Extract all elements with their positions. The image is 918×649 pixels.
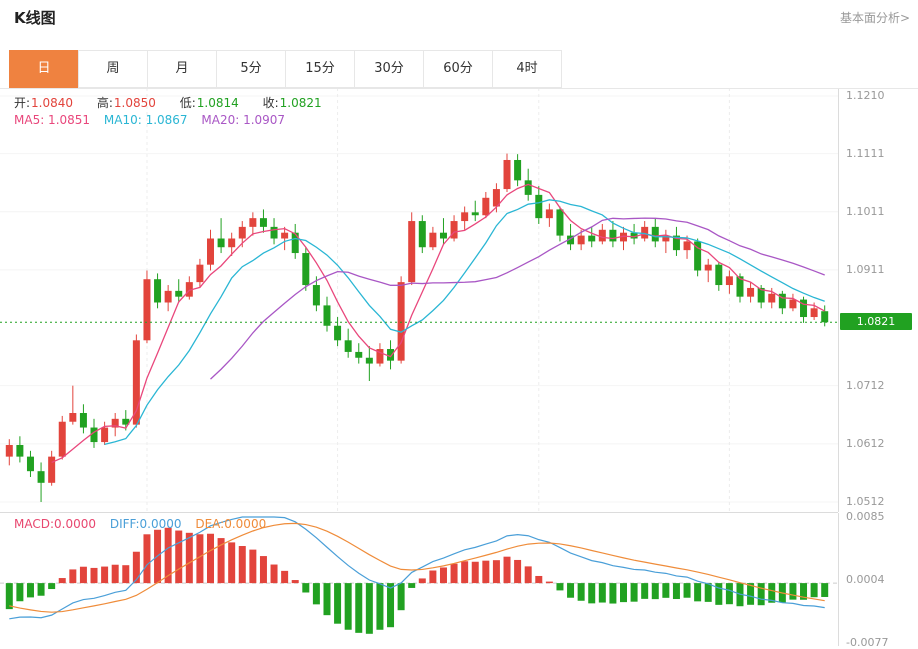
- ma-legend: MA5: 1.0851 MA10: 1.0867 MA20: 1.0907: [14, 113, 295, 127]
- tab-4hour[interactable]: 4时: [492, 50, 562, 88]
- page-title: K线图: [14, 9, 56, 27]
- page-header: K线图 基本面分析>: [0, 0, 918, 44]
- macd-axis-label: -0.0077: [846, 636, 889, 649]
- macd-axis-label: 0.0085: [846, 510, 885, 523]
- ma20-value: MA20: 1.0907: [201, 113, 286, 127]
- ma10-value: MA10: 1.0867: [103, 113, 188, 127]
- fundamental-analysis-link[interactable]: 基本面分析>: [839, 11, 910, 25]
- tab-30min[interactable]: 30分: [354, 50, 424, 88]
- low-label: 低:: [179, 96, 196, 110]
- macd-legend: MACD:0.0000 DIFF:0.0000 DEA:0.0000: [14, 517, 276, 531]
- y-axis-label: 1.1011: [846, 204, 885, 218]
- price-axis: 1.0821 1.1210 1.1111 1.1011 1.0911 1.0712 1.0…: [838, 88, 918, 512]
- close-label: 收:: [262, 96, 279, 110]
- macd-axis-label: 0.0004: [846, 573, 885, 586]
- dea-value: DEA:0.0000: [195, 517, 267, 531]
- ohlc-legend: 开:1.0840 高:1.0850 低:1.0814 收:1.0821: [14, 94, 342, 111]
- tab-60min[interactable]: 60分: [423, 50, 493, 88]
- y-axis-label: 1.0712: [846, 378, 885, 392]
- tab-15min[interactable]: 15分: [285, 50, 355, 88]
- y-axis-label: 1.1111: [846, 146, 885, 160]
- open-value: 1.0840: [31, 96, 74, 110]
- tabbar-divider: [0, 88, 918, 89]
- macd-value: MACD:0.0000: [14, 517, 97, 531]
- tab-5min[interactable]: 5分: [216, 50, 286, 88]
- macd-chart[interactable]: MACD:0.0000 DIFF:0.0000 DEA:0.0000: [0, 512, 838, 646]
- y-axis-label: 1.0612: [846, 436, 885, 450]
- macd-axis: 0.0085 0.0004 -0.0077: [838, 510, 918, 649]
- current-price-tag: 1.0821: [840, 313, 912, 331]
- tab-week[interactable]: 周: [78, 50, 148, 88]
- tab-month[interactable]: 月: [147, 50, 217, 88]
- y-axis-label: 1.0512: [846, 495, 885, 508]
- open-label: 开:: [14, 96, 31, 110]
- y-axis-label: 1.1210: [846, 89, 885, 102]
- ma5-value: MA5: 1.0851: [14, 113, 91, 127]
- diff-value: DIFF:0.0000: [109, 517, 182, 531]
- high-value: 1.0850: [113, 96, 156, 110]
- candlestick-canvas[interactable]: [0, 88, 838, 512]
- y-axis-label: 1.0911: [846, 262, 885, 276]
- period-tabbar: 日 周 月 5分 15分 30分 60分 4时: [9, 50, 562, 88]
- candlestick-chart[interactable]: 开:1.0840 高:1.0850 低:1.0814 收:1.0821 MA5:…: [0, 88, 838, 512]
- macd-canvas[interactable]: [0, 513, 838, 647]
- close-value: 1.0821: [279, 96, 322, 110]
- high-label: 高:: [96, 96, 113, 110]
- low-value: 1.0814: [196, 96, 239, 110]
- tab-day[interactable]: 日: [9, 50, 79, 88]
